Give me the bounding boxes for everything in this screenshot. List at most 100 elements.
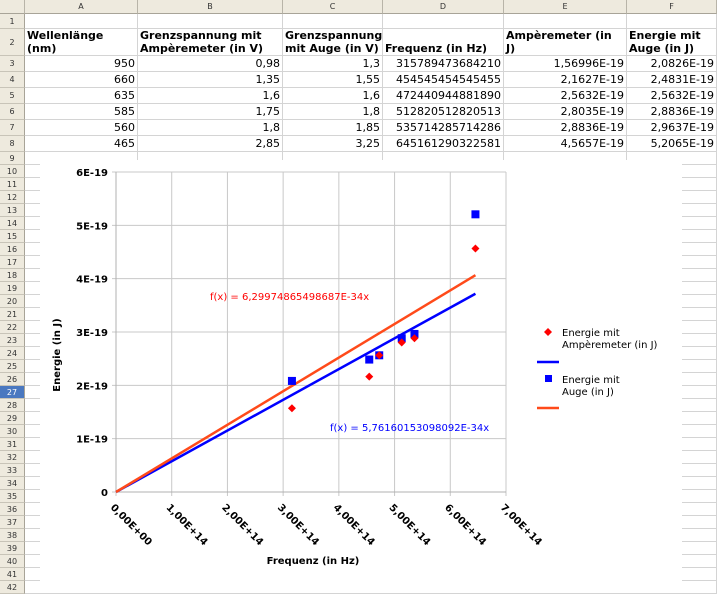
cell-D7[interactable]: 535714285714286 (383, 120, 504, 136)
row-header-12[interactable]: 12 (0, 191, 25, 204)
cell-A4[interactable]: 660 (25, 72, 138, 88)
row-header-23[interactable]: 23 (0, 334, 25, 347)
cell-D4[interactable]: 454545454545455 (383, 72, 504, 88)
header-cell[interactable]: Grenzspannung mit Ampèremeter (in V) (138, 29, 283, 56)
cell-E1[interactable] (504, 14, 627, 29)
cell-A1[interactable] (25, 14, 138, 29)
row-header-42[interactable]: 42 (0, 581, 25, 594)
row-header-38[interactable]: 38 (0, 529, 25, 542)
cell-D1[interactable] (383, 14, 504, 29)
column-header-D[interactable]: D (383, 0, 504, 14)
row-header-35[interactable]: 35 (0, 490, 25, 503)
cell-F3[interactable]: 2,0826E-19 (627, 56, 717, 72)
cell-D6[interactable]: 512820512820513 (383, 104, 504, 120)
row-header-33[interactable]: 33 (0, 464, 25, 477)
column-header-F[interactable]: F (627, 0, 717, 14)
cell-E5[interactable]: 2,5632E-19 (504, 88, 627, 104)
row-header-22[interactable]: 22 (0, 321, 25, 334)
row-header-36[interactable]: 36 (0, 503, 25, 516)
row-header-13[interactable]: 13 (0, 204, 25, 217)
header-cell[interactable]: Energie mit Auge (in J) (627, 29, 717, 56)
cell-A5[interactable]: 635 (25, 88, 138, 104)
row-header-9[interactable]: 9 (0, 152, 25, 165)
row-header-17[interactable]: 17 (0, 256, 25, 269)
row-header-15[interactable]: 15 (0, 230, 25, 243)
chart[interactable]: 0,00E+00 1,00E+14 2,00E+14 3,00E+14 4,00E+14… (40, 160, 682, 593)
row-header-40[interactable]: 40 (0, 555, 25, 568)
row-header-19[interactable]: 19 (0, 282, 25, 295)
row-header-5[interactable]: 5 (0, 88, 25, 104)
cell-F8[interactable]: 5,2065E-19 (627, 136, 717, 152)
cell-C7[interactable]: 1,85 (283, 120, 383, 136)
row-header-24[interactable]: 24 (0, 347, 25, 360)
cell-C6[interactable]: 1,8 (283, 104, 383, 120)
row-header-11[interactable]: 11 (0, 178, 25, 191)
row-header-6[interactable]: 6 (0, 104, 25, 120)
cell-F1[interactable] (627, 14, 717, 29)
cell-E3[interactable]: 1,56996E-19 (504, 56, 627, 72)
header-cell[interactable]: Energie mit Ampèremeter (in J) (504, 29, 627, 56)
row-header-34[interactable]: 34 (0, 477, 25, 490)
row-header-39[interactable]: 39 (0, 542, 25, 555)
cell-C5[interactable]: 1,6 (283, 88, 383, 104)
cell-D3[interactable]: 315789473684210 (383, 56, 504, 72)
cell-A6[interactable]: 585 (25, 104, 138, 120)
cell-B5[interactable]: 1,6 (138, 88, 283, 104)
row-header-25[interactable]: 25 (0, 360, 25, 373)
cell-F5[interactable]: 2,5632E-19 (627, 88, 717, 104)
column-header-C[interactable]: C (283, 0, 383, 14)
cell-D8[interactable]: 645161290322581 (383, 136, 504, 152)
row-header-41[interactable]: 41 (0, 568, 25, 581)
cell-D5[interactable]: 472440944881890 (383, 88, 504, 104)
row-header-29[interactable]: 29 (0, 412, 25, 425)
cell-C8[interactable]: 3,25 (283, 136, 383, 152)
column-header-B[interactable]: B (138, 0, 283, 14)
row-header-14[interactable]: 14 (0, 217, 25, 230)
row-header-1[interactable]: 1 (0, 14, 25, 29)
row-header-32[interactable]: 32 (0, 451, 25, 464)
row-header-10[interactable]: 10 (0, 165, 25, 178)
row-header-21[interactable]: 21 (0, 308, 25, 321)
cell-B4[interactable]: 1,35 (138, 72, 283, 88)
cell-E4[interactable]: 2,1627E-19 (504, 72, 627, 88)
cell-E6[interactable]: 2,8035E-19 (504, 104, 627, 120)
header-cell[interactable]: Grenzspannung mit Auge (in V) (283, 29, 383, 56)
row-header-16[interactable]: 16 (0, 243, 25, 256)
row-header-30[interactable]: 30 (0, 425, 25, 438)
cell-A3[interactable]: 950 (25, 56, 138, 72)
row-header-7[interactable]: 7 (0, 120, 25, 136)
y-tick-label: 1E-19 (76, 435, 108, 446)
row-header-37[interactable]: 37 (0, 516, 25, 529)
column-header-A[interactable]: A (25, 0, 138, 14)
row-header-31[interactable]: 31 (0, 438, 25, 451)
corner-select-all[interactable] (0, 0, 25, 14)
column-header-E[interactable]: E (504, 0, 627, 14)
cell-C4[interactable]: 1,55 (283, 72, 383, 88)
row-header-8[interactable]: 8 (0, 136, 25, 152)
row-header-18[interactable]: 18 (0, 269, 25, 282)
cell-E8[interactable]: 4,5657E-19 (504, 136, 627, 152)
cell-A7[interactable]: 560 (25, 120, 138, 136)
cell-C1[interactable] (283, 14, 383, 29)
row-header-26[interactable]: 26 (0, 373, 25, 386)
header-cell[interactable]: Frequenz (in Hz) (383, 29, 504, 56)
data-point-diamond (471, 244, 480, 253)
row-header-4[interactable]: 4 (0, 72, 25, 88)
cell-B7[interactable]: 1,8 (138, 120, 283, 136)
cell-F7[interactable]: 2,9637E-19 (627, 120, 717, 136)
row-header-2[interactable]: 2 (0, 29, 25, 56)
cell-A8[interactable]: 465 (25, 136, 138, 152)
header-cell[interactable]: Wellenlänge (nm) (25, 29, 138, 56)
row-header-28[interactable]: 28 (0, 399, 25, 412)
cell-C3[interactable]: 1,3 (283, 56, 383, 72)
cell-B3[interactable]: 0,98 (138, 56, 283, 72)
row-header-3[interactable]: 3 (0, 56, 25, 72)
cell-F4[interactable]: 2,4831E-19 (627, 72, 717, 88)
row-header-27[interactable]: 27 (0, 386, 25, 399)
cell-B1[interactable] (138, 14, 283, 29)
cell-E7[interactable]: 2,8836E-19 (504, 120, 627, 136)
row-header-20[interactable]: 20 (0, 295, 25, 308)
cell-B6[interactable]: 1,75 (138, 104, 283, 120)
cell-F6[interactable]: 2,8836E-19 (627, 104, 717, 120)
cell-B8[interactable]: 2,85 (138, 136, 283, 152)
